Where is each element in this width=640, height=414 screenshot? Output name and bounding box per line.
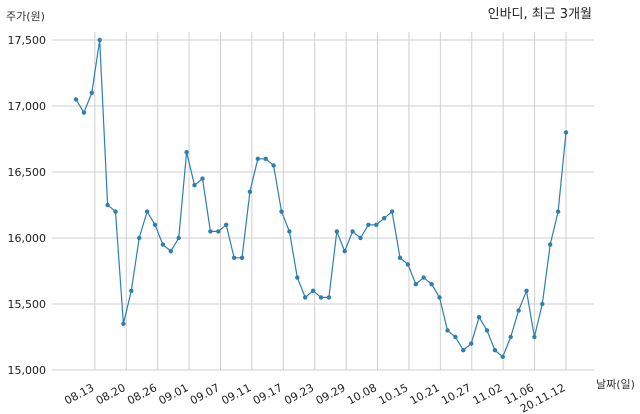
- data-point: [350, 229, 355, 234]
- grid-lines: [52, 32, 594, 371]
- data-point: [492, 348, 498, 353]
- y-tick-label: 15,500: [8, 298, 47, 311]
- y-tick-label: 16,000: [8, 232, 47, 245]
- data-point: [382, 216, 387, 221]
- x-tick-label: 08.13: [62, 381, 96, 407]
- x-tick-label: 09.23: [282, 381, 316, 407]
- data-point: [532, 334, 537, 340]
- data-point: [208, 229, 213, 234]
- x-tick-label: 09.01: [157, 381, 191, 407]
- data-point: [137, 235, 142, 241]
- data-point: [168, 249, 173, 254]
- data-point: [176, 235, 181, 241]
- x-tick-label: 10.21: [408, 381, 442, 407]
- data-point: [113, 209, 118, 214]
- data-point: [342, 249, 347, 254]
- x-tick-label: 09.29: [314, 381, 348, 407]
- data-point: [374, 222, 379, 227]
- data-point: [389, 209, 395, 214]
- x-tick-label: 11.02: [471, 381, 505, 407]
- x-tick-label: 10.08: [345, 381, 379, 407]
- data-point: [413, 282, 418, 287]
- data-point: [121, 321, 126, 326]
- data-point: [303, 295, 308, 300]
- data-point: [563, 130, 569, 135]
- data-point: [445, 328, 450, 333]
- data-point: [263, 156, 268, 161]
- x-tick-label: 09.07: [188, 381, 222, 407]
- data-point: [271, 163, 276, 168]
- data-point: [129, 288, 134, 293]
- chart-title: 인바디, 최근 3개월: [488, 7, 592, 22]
- data-point: [469, 341, 474, 346]
- data-point: [555, 209, 561, 214]
- data-point: [184, 150, 189, 155]
- data-point: [366, 222, 371, 227]
- data-point: [334, 229, 339, 234]
- x-tick-label: 10.27: [439, 381, 473, 407]
- data-point: [421, 275, 426, 280]
- data-point: [310, 288, 316, 293]
- data-point: [429, 282, 434, 287]
- data-point: [279, 209, 284, 214]
- data-point: [500, 354, 505, 359]
- data-point: [508, 334, 513, 340]
- price-points: [73, 37, 569, 359]
- x-tick-label: 10.15: [376, 381, 410, 407]
- data-point: [200, 176, 205, 181]
- data-point: [484, 328, 490, 333]
- data-point: [437, 295, 442, 300]
- data-point: [247, 189, 253, 194]
- data-point: [453, 334, 458, 340]
- data-point: [524, 288, 529, 293]
- data-point: [548, 242, 553, 247]
- data-point: [231, 255, 237, 260]
- price-series-line: [75, 39, 567, 358]
- y-axis-label: 주가(원): [6, 10, 45, 23]
- x-tick-label: 08.26: [125, 381, 159, 407]
- x-tick-label: 08.20: [94, 381, 128, 407]
- y-axis: 15,000 15,500 16,000 16,500 17,000 17,500: [8, 34, 47, 377]
- data-point: [105, 202, 110, 208]
- data-point: [295, 275, 300, 280]
- data-point: [160, 242, 166, 247]
- data-point: [358, 235, 363, 241]
- y-tick-label: 15,000: [8, 364, 47, 377]
- data-point: [287, 229, 292, 234]
- x-tick-label: 09.17: [251, 381, 285, 407]
- data-point: [89, 90, 95, 96]
- data-point: [318, 295, 324, 300]
- data-point: [144, 209, 150, 214]
- x-axis: 08.1308.2008.2609.0109.0709.1109.1709.23…: [62, 381, 567, 414]
- data-point: [476, 315, 482, 320]
- data-point: [397, 255, 403, 260]
- data-point: [405, 262, 411, 267]
- y-tick-label: 17,000: [8, 100, 47, 113]
- data-point: [73, 97, 79, 102]
- y-tick-label: 16,500: [8, 166, 47, 179]
- data-point: [224, 222, 229, 227]
- y-tick-label: 17,500: [8, 34, 47, 47]
- data-point: [516, 308, 521, 313]
- data-point: [152, 222, 158, 227]
- data-point: [255, 156, 260, 161]
- x-tick-label: 09.11: [219, 381, 253, 407]
- data-point: [81, 110, 87, 115]
- data-point: [540, 301, 545, 307]
- data-point: [216, 229, 221, 234]
- data-point: [192, 183, 197, 188]
- data-point: [239, 255, 245, 260]
- data-point: [326, 295, 332, 300]
- data-point: [461, 348, 466, 353]
- data-point: [97, 37, 102, 43]
- x-axis-label: 날짜(일): [596, 377, 635, 391]
